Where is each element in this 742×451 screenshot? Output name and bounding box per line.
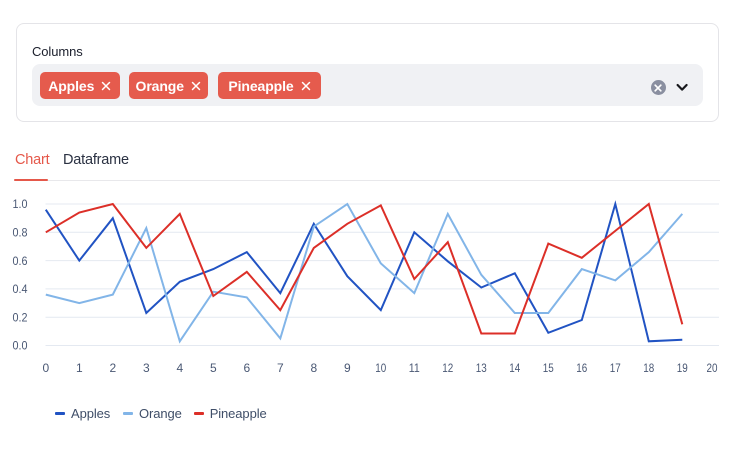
svg-text:1.0: 1.0	[13, 197, 28, 211]
svg-text:0.6: 0.6	[13, 254, 28, 268]
svg-text:15: 15	[543, 361, 554, 375]
svg-text:3: 3	[143, 361, 150, 375]
svg-text:1: 1	[76, 361, 83, 375]
svg-text:9: 9	[344, 361, 351, 375]
svg-text:0.4: 0.4	[13, 282, 28, 296]
svg-text:6: 6	[243, 361, 250, 375]
svg-text:2: 2	[109, 361, 116, 375]
svg-text:5: 5	[210, 361, 217, 375]
svg-text:18: 18	[643, 361, 654, 375]
svg-text:10: 10	[375, 361, 386, 375]
svg-text:0.8: 0.8	[13, 226, 28, 240]
svg-text:4: 4	[176, 361, 183, 375]
svg-text:0.2: 0.2	[13, 310, 28, 324]
svg-text:7: 7	[277, 361, 284, 375]
svg-text:14: 14	[509, 361, 520, 375]
svg-text:19: 19	[677, 361, 688, 375]
svg-text:0.0: 0.0	[13, 339, 28, 353]
svg-text:12: 12	[442, 361, 453, 375]
svg-text:20: 20	[707, 361, 718, 375]
svg-text:11: 11	[409, 361, 420, 375]
svg-text:8: 8	[310, 361, 317, 375]
svg-text:17: 17	[610, 361, 621, 375]
svg-text:13: 13	[476, 361, 487, 375]
svg-text:16: 16	[576, 361, 587, 375]
svg-text:0: 0	[42, 361, 49, 375]
